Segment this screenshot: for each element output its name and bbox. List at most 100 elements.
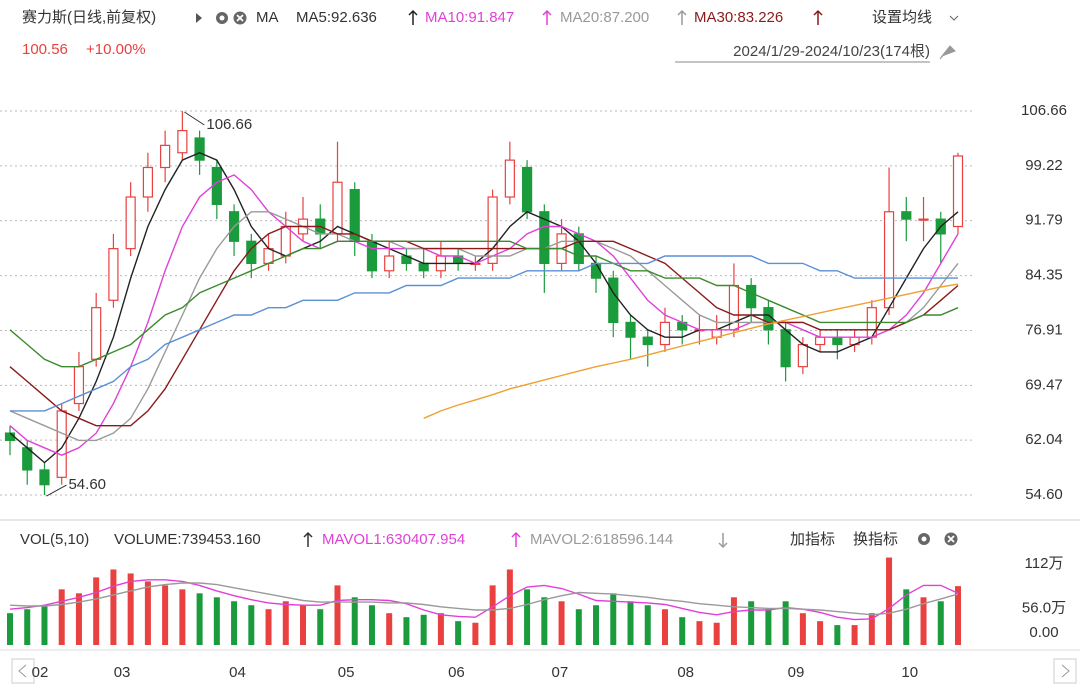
x-tick-label: 03: [114, 664, 131, 681]
volume-bar: [93, 577, 100, 645]
add-indicator[interactable]: 加指标: [790, 531, 835, 548]
x-tick-label: 07: [551, 664, 568, 681]
candle-body: [625, 321, 636, 338]
volume-bar: [265, 609, 272, 645]
volume-bar: [920, 597, 927, 645]
candle-body: [659, 321, 671, 346]
candle-body: [539, 211, 550, 264]
volume-bar: [162, 585, 169, 645]
candle-body: [815, 336, 826, 346]
volume-bar: [248, 605, 255, 645]
volume-bar: [41, 605, 48, 645]
volume-bar: [231, 601, 238, 645]
scroll-left[interactable]: [11, 658, 35, 684]
annotation-arrow: [46, 484, 67, 497]
candle-body: [901, 211, 912, 220]
close-cross: [236, 14, 244, 22]
volume-bar: [196, 593, 203, 645]
mavol-legend: MAVOL2:618596.144: [530, 531, 673, 548]
candle-body: [608, 277, 619, 324]
candle-body: [384, 255, 395, 272]
scroll-right[interactable]: [1053, 658, 1077, 684]
x-tick-label: 10: [901, 664, 918, 681]
y-tick-label: 112万: [1025, 555, 1064, 572]
up-arrow: [303, 531, 313, 547]
volume-bar: [696, 621, 703, 645]
stock-title: 赛力斯(日线,前复权): [22, 8, 156, 26]
up-arrow: [813, 9, 823, 25]
candle-body: [39, 469, 50, 486]
volume-bar: [558, 601, 565, 645]
ma-legend: MA20:87.200: [560, 9, 649, 26]
candle-body: [487, 196, 498, 264]
close-cross: [947, 535, 955, 543]
x-tick-label: 05: [338, 664, 355, 681]
candle-body: [918, 218, 929, 221]
x-tick-label: 08: [677, 664, 694, 681]
volume-bar: [213, 597, 220, 645]
volume-bar: [317, 609, 324, 645]
y-tick-label: 54.60: [1025, 486, 1063, 503]
candle-body: [642, 336, 653, 346]
indicator-name: MA: [256, 9, 279, 26]
mavol-line: [9, 582, 959, 616]
volume-bar: [541, 597, 548, 645]
volume-bar: [834, 625, 841, 645]
ma-legend: MA30:83.226: [694, 9, 783, 26]
gear-hole: [219, 15, 225, 21]
y-tick-label: 0.00: [1029, 624, 1058, 641]
candle-body: [797, 343, 808, 368]
volume-bar: [489, 585, 496, 645]
volume-bar: [58, 589, 65, 645]
candle-body: [746, 284, 757, 309]
volume-bar: [575, 609, 582, 645]
candle-body: [194, 137, 205, 161]
candle-body: [590, 262, 602, 279]
volume-bar: [730, 597, 737, 645]
candle-body: [366, 240, 378, 272]
candle-body: [883, 211, 895, 309]
date-range: 2024/1/29-2024/10/23(174根): [733, 43, 930, 60]
volume-bar: [851, 625, 858, 645]
x-tick-label: 04: [229, 664, 246, 681]
settings-button[interactable]: 设置均线: [872, 9, 932, 26]
volume-bar: [903, 589, 910, 645]
candle-body: [504, 159, 515, 198]
x-tick-label: 09: [788, 664, 805, 681]
volume-bar: [437, 613, 444, 645]
candle-body: [263, 248, 274, 264]
volume-bar: [627, 601, 634, 645]
down-arrow: [718, 533, 728, 549]
volume-bar: [748, 601, 755, 645]
y-tick-label: 62.04: [1025, 431, 1063, 448]
switch-indicator[interactable]: 换指标: [853, 531, 898, 548]
y-tick-label: 69.47: [1025, 376, 1063, 393]
annotation-label: 106.66: [206, 116, 252, 133]
volume-bar: [455, 621, 462, 645]
volume-bar: [420, 614, 427, 645]
ma-line: [9, 174, 959, 456]
trend-arrows: [408, 9, 823, 25]
volume-bar: [782, 601, 789, 645]
volume-bar: [75, 593, 82, 645]
volume-bar: [593, 605, 600, 645]
chevron: [949, 15, 959, 21]
y-tick-label: 106.66: [1021, 102, 1067, 119]
volume-bar: [799, 613, 806, 645]
volume-bar: [937, 601, 944, 645]
ma-legend: MA5:92.636: [296, 9, 377, 26]
volume-bar: [644, 605, 651, 645]
scroll-left-arrow: [18, 664, 27, 678]
candle-body: [952, 155, 964, 228]
volume-bar: [282, 601, 289, 645]
candle-body: [763, 307, 774, 331]
candle-body: [125, 196, 136, 250]
expand-icon[interactable]: [196, 13, 202, 23]
annotation-arrow: [184, 111, 205, 126]
volume-bar: [661, 609, 668, 645]
volume-bar: [24, 609, 31, 645]
volume-label: VOLUME:739453.160: [114, 531, 261, 548]
pin-icon[interactable]: [939, 45, 956, 60]
volume-bar: [713, 622, 720, 645]
